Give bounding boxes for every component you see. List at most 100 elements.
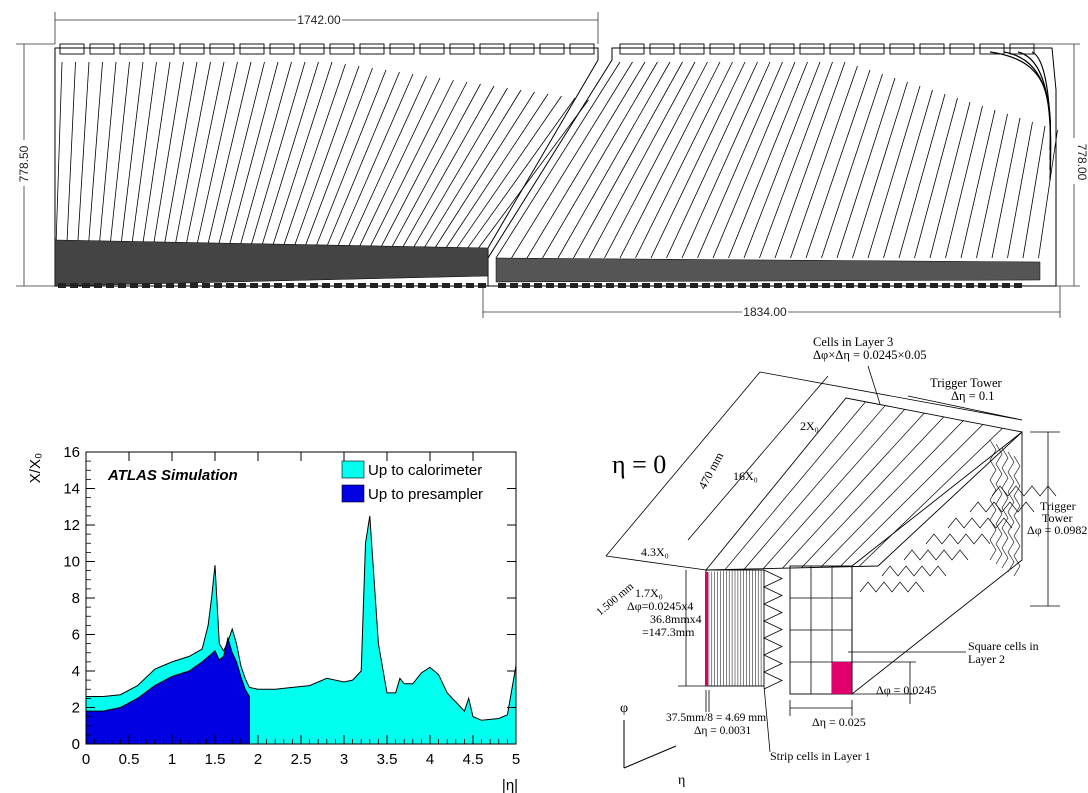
absorber-line [444, 93, 549, 250]
bottom-foot [618, 283, 626, 288]
trigger-tower-side-2: Tower [1042, 511, 1072, 525]
module-right-half [487, 47, 1057, 287]
top-connector [769, 43, 795, 55]
absorber-line [898, 93, 946, 259]
top-connector [859, 43, 885, 55]
dimension-top: 1742.00 [297, 13, 341, 27]
x-tick-label: 2 [254, 751, 262, 768]
top-connector [949, 43, 975, 55]
leader-line [763, 685, 771, 753]
absorber-line [152, 61, 184, 247]
module-sketch: η = 0 Cells in Layer 3 Δφ×Δη = 0.0245×0.… [594, 335, 1087, 788]
absorber-line [883, 89, 933, 259]
bottom-foot [642, 283, 650, 288]
accordion-zigzag [763, 569, 783, 690]
chart-annotation: ATLAS Simulation [107, 467, 238, 484]
eta-zero-label: η = 0 [612, 450, 666, 479]
side-zigzag [1001, 447, 1009, 569]
module-cross-section [54, 43, 1058, 288]
bottom-foot [810, 283, 818, 288]
dim-line [907, 395, 1023, 421]
absorber-line [336, 73, 414, 249]
absorber-line [314, 69, 387, 249]
absorber-line [466, 97, 576, 251]
bottom-foot [666, 283, 674, 288]
absorber-line [573, 61, 683, 259]
absorber-line [358, 77, 441, 249]
top-connector [889, 43, 915, 55]
absorber-line [98, 61, 117, 247]
absorber-line [55, 61, 63, 247]
absorber-line [282, 63, 346, 249]
absorber-line [759, 61, 833, 259]
absorber-line [142, 61, 171, 247]
bottom-foot [274, 283, 282, 288]
side-zigzag [1007, 451, 1015, 573]
absorber-line [368, 79, 454, 250]
bottom-foot [478, 283, 486, 288]
cable [1003, 51, 1052, 161]
absorber-line [390, 83, 481, 250]
bottom-foot [298, 283, 306, 288]
dim-line [759, 371, 1023, 421]
absorber-line [790, 65, 858, 259]
bottom-foot [154, 283, 162, 288]
top-connector [799, 43, 825, 55]
bottom-foot [70, 283, 78, 288]
module-engineering-drawing: 1742.00 778.50 778.00 1834.00 [16, 12, 1088, 319]
absorber-line [743, 61, 821, 259]
y-tick-label: 14 [63, 481, 80, 498]
absorber-line [131, 61, 157, 247]
label-strip-length: 36.8mmx4 [650, 612, 702, 626]
bottom-foot [178, 283, 186, 288]
absorber-line [805, 69, 871, 259]
absorber-line [619, 61, 721, 259]
accordion-wave [859, 581, 925, 593]
sketch-lines [605, 365, 1060, 769]
bottom-foot [1002, 283, 1010, 288]
top-connector [619, 43, 645, 55]
legend: Up to calorimeter Up to presampler [341, 460, 483, 503]
label-2x0: 2X₀ [800, 419, 819, 433]
absorber-line [960, 109, 996, 259]
absorber-line [260, 61, 319, 249]
top-connector [119, 43, 145, 55]
top-slice [858, 427, 1003, 567]
label-4.3x0: 4.3X₀ [641, 545, 669, 559]
bottom-foot [346, 283, 354, 288]
absorber-line [239, 61, 292, 248]
absorber-line [526, 61, 646, 259]
top-connector [569, 43, 595, 55]
bottom-foot [510, 283, 518, 288]
absorber-line [945, 105, 983, 259]
x-tick-label: 3 [340, 751, 348, 768]
layer3-size: Δφ×Δη = 0.0245×0.05 [813, 348, 926, 362]
bottom-foot [1014, 283, 1022, 288]
bottom-foot [678, 283, 686, 288]
top-connector [739, 43, 765, 55]
label-deta-strip: Δη = 0.0031 [694, 725, 752, 737]
absorber-line [88, 61, 103, 247]
dimension-left: 778.50 [17, 145, 31, 182]
bottom-foot [990, 283, 998, 288]
absorber-line [495, 61, 621, 259]
label-square-cells-2: Layer 2 [968, 652, 1005, 666]
bottom-foot [894, 283, 902, 288]
bottom-foot [190, 283, 198, 288]
bottom-foot [702, 283, 710, 288]
x-tick-label: 2.5 [291, 751, 312, 768]
y-axis-label: X/X₀ [27, 453, 44, 483]
bottom-foot [118, 283, 126, 288]
bottom-foot [906, 283, 914, 288]
bottom-foot [394, 283, 402, 288]
bottom-foot [498, 283, 506, 288]
bottom-foot [250, 283, 258, 288]
absorber-line [433, 91, 535, 250]
label-strip-total: =147.3mm [642, 625, 695, 639]
bottom-foot [846, 283, 854, 288]
label-dphi-layer2: Δφ = 0.0245 [876, 683, 936, 697]
top-slice [763, 409, 905, 569]
absorber-line [422, 89, 522, 250]
bottom-foot [786, 283, 794, 288]
